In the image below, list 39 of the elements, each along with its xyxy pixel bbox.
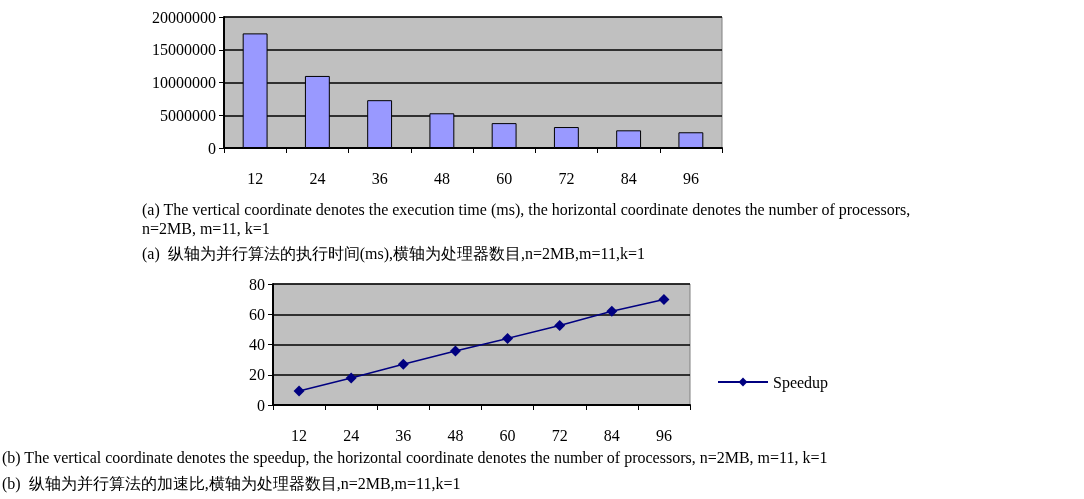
point bbox=[345, 372, 357, 384]
x-tick-label: 96 bbox=[655, 426, 672, 444]
point bbox=[293, 385, 305, 397]
x-tick-label: 12 bbox=[291, 426, 308, 444]
x-tick-label: 84 bbox=[603, 426, 620, 444]
point bbox=[554, 319, 566, 331]
x-tick-label: 24 bbox=[343, 426, 360, 444]
x-tick-label: 60 bbox=[496, 169, 513, 187]
x-tick-label: 72 bbox=[558, 169, 575, 187]
y-tick-label: 15000000 bbox=[152, 41, 216, 59]
x-tick-label: 36 bbox=[371, 169, 388, 187]
text: (a) The vertical coordinate denotes the execution time (ms), the horizontal coordinate denotes the number of processors, n=2MB, m=11, k=1 bbox=[142, 201, 915, 237]
point bbox=[397, 358, 409, 370]
text: (b) The vertical coordinate denotes the speedup, the horizontal coordinate denotes the number of processors, n=2MB, m=11, k=1 bbox=[2, 449, 828, 467]
legend-label: Speedup bbox=[773, 373, 829, 392]
x-tick-label: 72 bbox=[551, 426, 568, 444]
y-tick-label: 80 bbox=[249, 275, 265, 293]
y-tick-label: 20000000 bbox=[152, 8, 216, 26]
x-tick-label: 48 bbox=[447, 426, 464, 444]
x-tick-label: 96 bbox=[682, 169, 699, 187]
x-tick-label: 36 bbox=[395, 426, 412, 444]
point bbox=[449, 345, 461, 357]
point bbox=[606, 305, 618, 317]
point bbox=[658, 293, 670, 305]
y-tick-label: 60 bbox=[249, 305, 265, 323]
x-tick-label: 84 bbox=[620, 169, 637, 187]
y-tick-label: 40 bbox=[249, 336, 265, 353]
y-tick-label: 0 bbox=[257, 396, 265, 414]
y-tick-label: 5000000 bbox=[160, 106, 216, 124]
y-tick-label: 10000000 bbox=[152, 74, 216, 91]
x-tick-label: 60 bbox=[499, 426, 516, 444]
x-tick-label: 48 bbox=[433, 169, 450, 187]
x-tick-label: 24 bbox=[309, 169, 326, 187]
text: (b) 纵轴为并行算法的加速比,横轴为处理器数目,n=2MB,m=11,k=1 bbox=[2, 475, 461, 493]
x-tick-label: 12 bbox=[247, 169, 264, 187]
y-tick-label: 0 bbox=[208, 139, 216, 157]
text: (a) 纵轴为并行算法的执行时间(ms),横轴为处理器数目,n=2MB,m=11,k=1 bbox=[142, 245, 645, 263]
y-tick-label: 20 bbox=[249, 366, 265, 384]
point bbox=[502, 332, 514, 344]
